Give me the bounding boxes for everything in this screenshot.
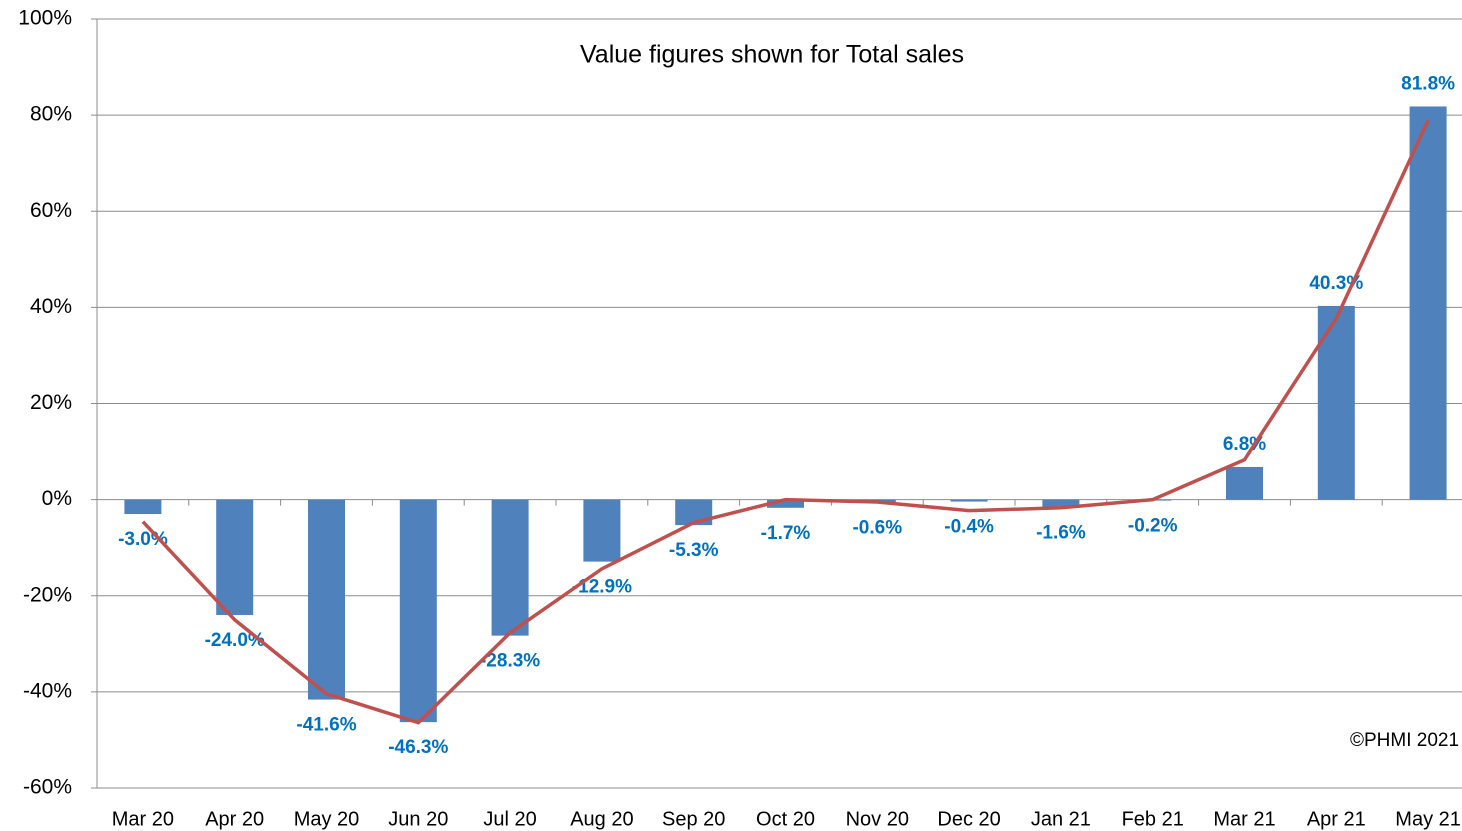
- chart-title: Value figures shown for Total sales: [580, 41, 964, 69]
- x-tick-label: Oct 20: [756, 808, 815, 830]
- bar: [216, 499, 254, 615]
- y-tick-label: -40%: [23, 679, 72, 702]
- bar: [583, 499, 621, 562]
- data-label: -0.2%: [1128, 516, 1178, 537]
- trend-line: [141, 119, 1430, 725]
- bar: [1226, 466, 1263, 500]
- data-label: -46.3%: [388, 737, 448, 758]
- y-tick-label: 60%: [30, 199, 72, 222]
- data-label: -1.6%: [1036, 522, 1086, 543]
- bar: [1317, 305, 1355, 500]
- data-label: 6.8%: [1223, 434, 1266, 455]
- x-tick-label: Apr 20: [205, 808, 264, 830]
- y-tick-label: -20%: [23, 583, 72, 606]
- x-tick-label: Feb 21: [1122, 808, 1184, 830]
- y-tick-label: 100%: [18, 7, 72, 30]
- x-tick-label: Aug 20: [570, 808, 633, 830]
- data-label: -0.6%: [852, 518, 902, 539]
- x-tick-label: May 20: [294, 808, 360, 830]
- y-tick-label: 80%: [30, 103, 72, 126]
- data-label: -28.3%: [480, 651, 540, 672]
- data-label: -0.4%: [944, 517, 994, 538]
- x-tick-label: Jul 20: [483, 808, 536, 830]
- y-tick-label: 40%: [30, 295, 72, 318]
- bar: [1042, 499, 1080, 508]
- y-tick-label: -60%: [23, 776, 72, 799]
- x-tick-label: Jun 20: [388, 808, 448, 830]
- data-label: -5.3%: [669, 540, 719, 561]
- bar: [950, 499, 988, 502]
- x-tick-label: Mar 21: [1213, 808, 1275, 830]
- data-label: -12.9%: [572, 577, 632, 598]
- data-label: -41.6%: [296, 715, 356, 736]
- y-tick-label: 20%: [30, 391, 72, 414]
- bar: [1409, 106, 1447, 500]
- x-tick-label: May 21: [1395, 808, 1461, 830]
- data-label: 81.8%: [1401, 73, 1455, 94]
- bar: [399, 499, 437, 723]
- x-tick-label: Jan 21: [1031, 808, 1091, 830]
- bar: [491, 499, 529, 636]
- copyright: ©PHMI 2021: [1350, 730, 1459, 751]
- bar: [767, 499, 804, 508]
- x-tick-label: Nov 20: [846, 808, 909, 830]
- x-tick-label: Mar 20: [112, 808, 174, 830]
- x-tick-label: Dec 20: [937, 808, 1000, 830]
- x-tick-label: Apr 21: [1307, 808, 1366, 830]
- y-tick-label: 0%: [42, 487, 72, 510]
- x-tick-label: Sep 20: [662, 808, 725, 830]
- bar: [124, 499, 162, 515]
- data-label: -24.0%: [205, 630, 265, 651]
- bar: [308, 499, 345, 700]
- data-label: -1.7%: [761, 523, 811, 544]
